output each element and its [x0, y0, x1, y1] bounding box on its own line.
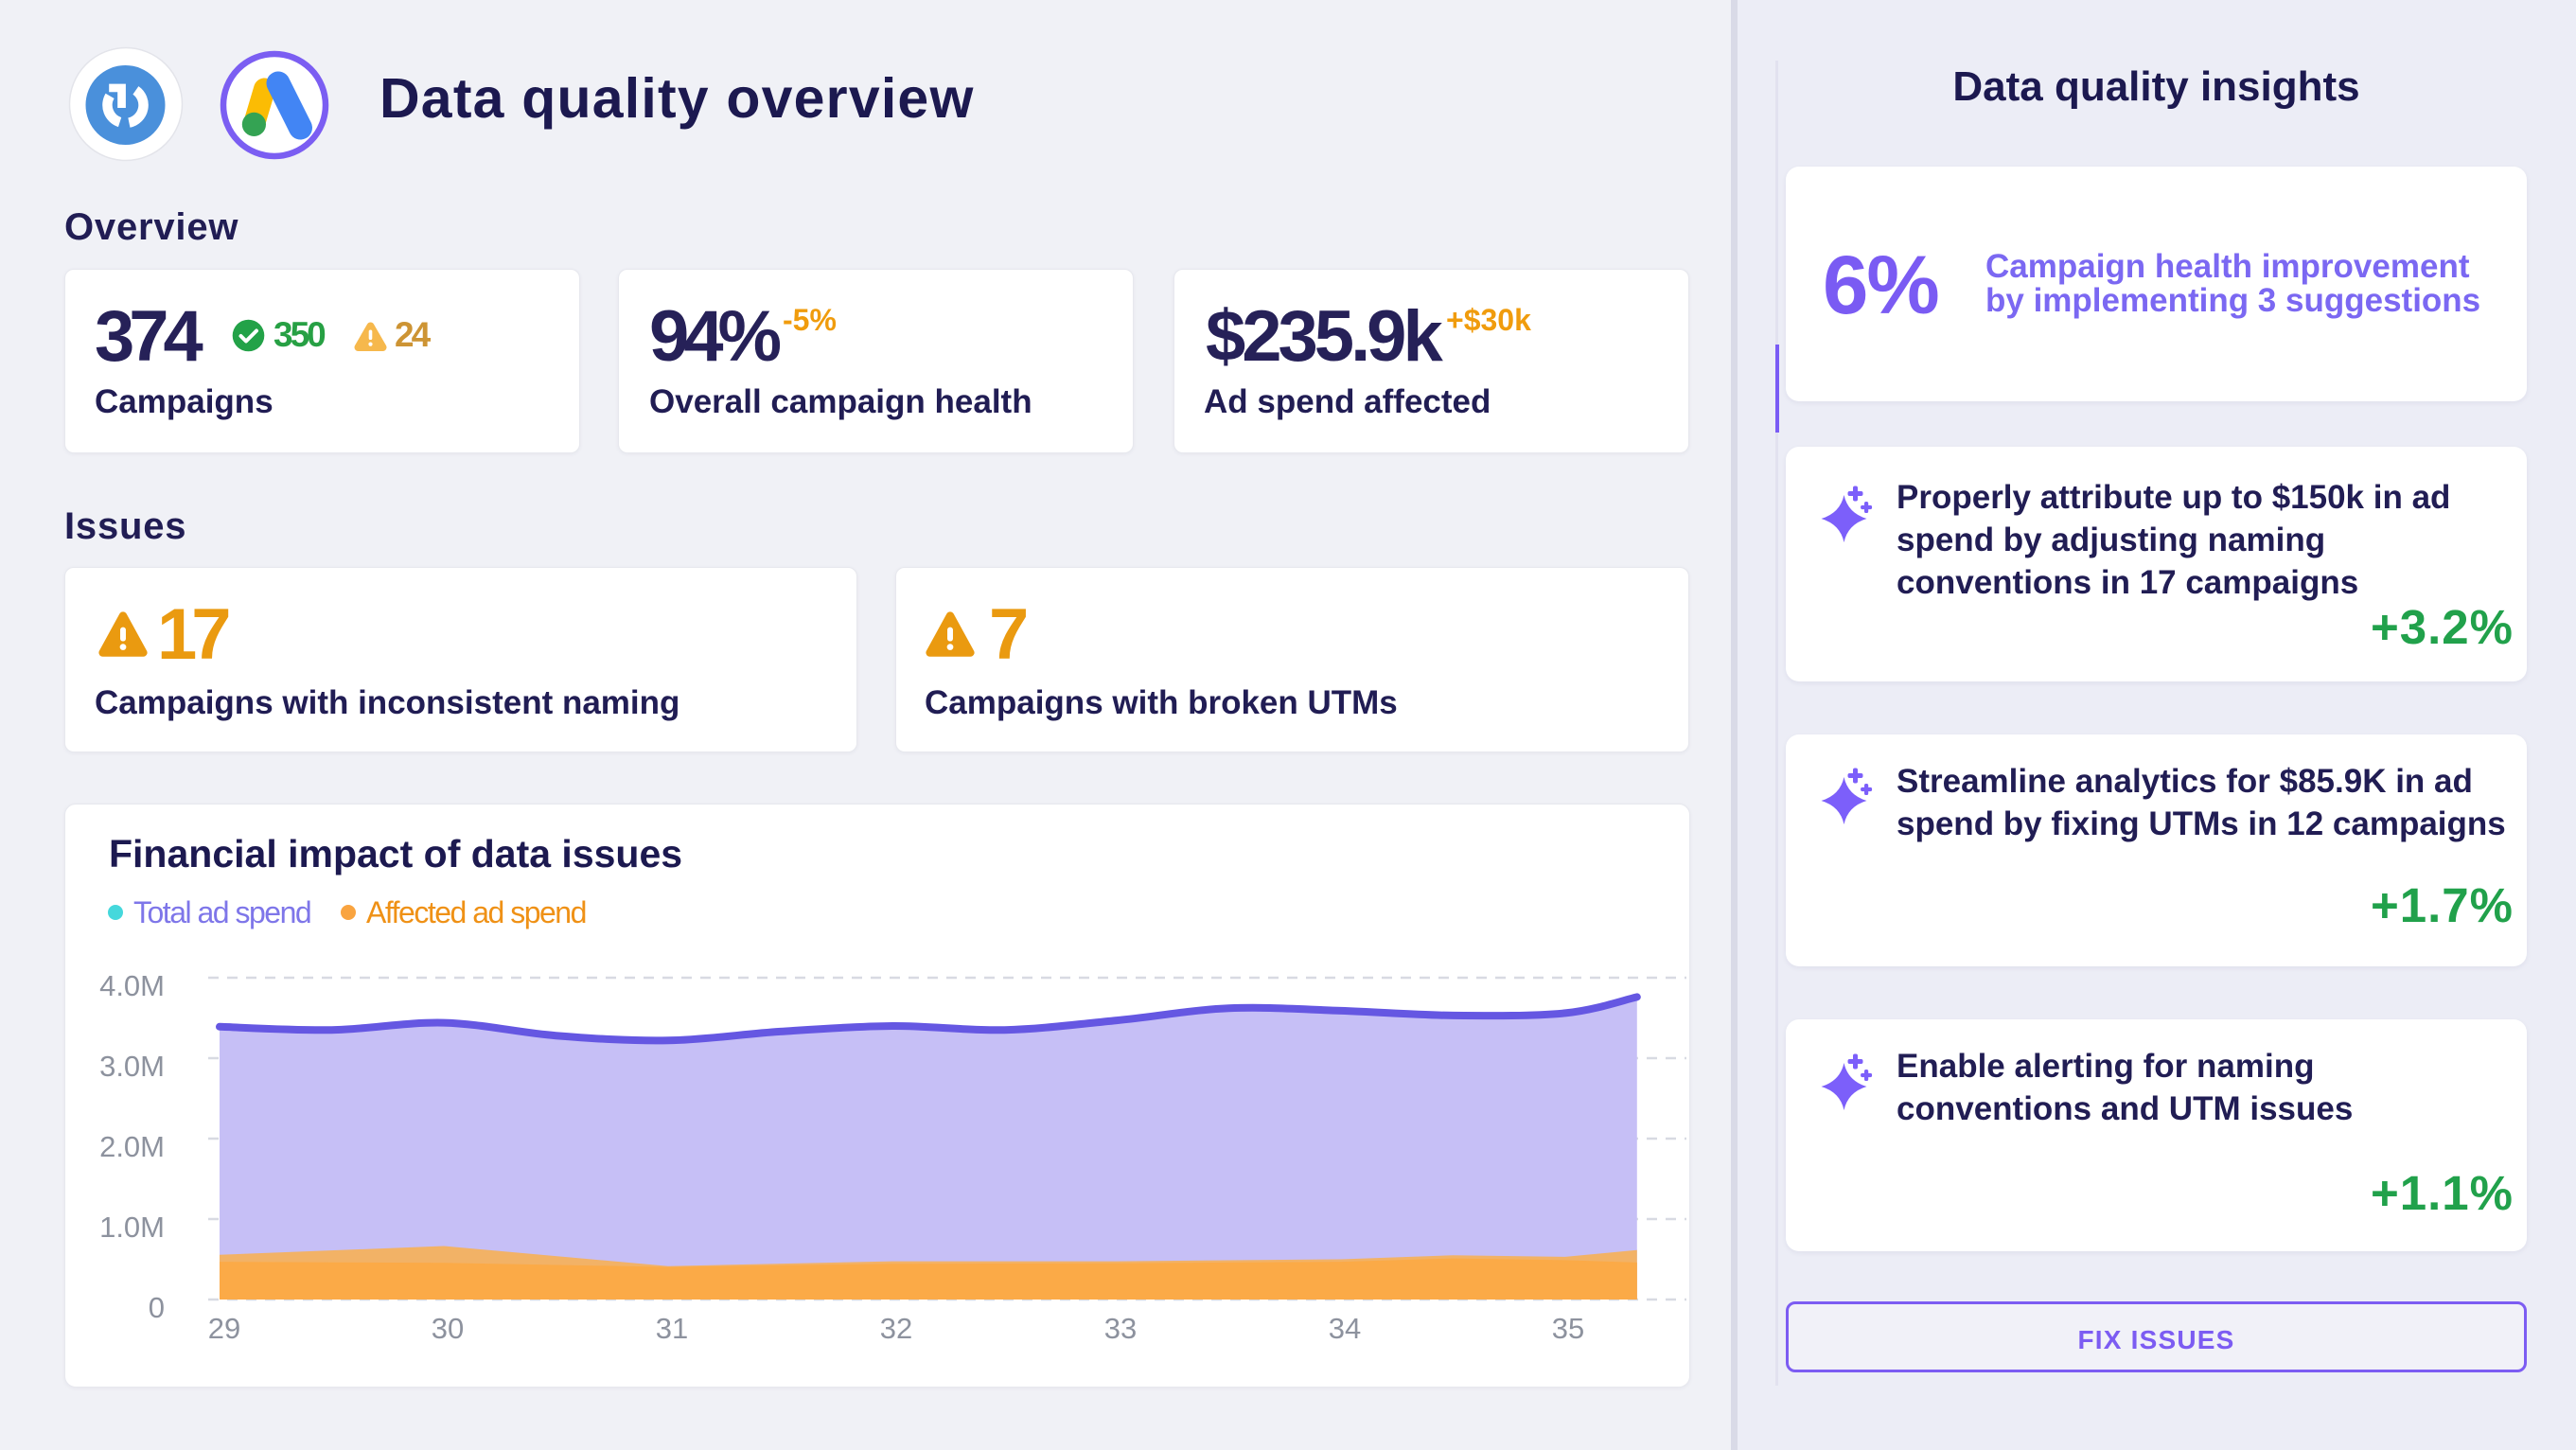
- svg-text:32: 32: [880, 1312, 912, 1345]
- svg-text:1.0M: 1.0M: [99, 1211, 165, 1244]
- svg-text:29: 29: [208, 1312, 240, 1345]
- svg-text:30: 30: [432, 1312, 464, 1345]
- svg-text:31: 31: [656, 1312, 688, 1345]
- svg-text:35: 35: [1552, 1312, 1584, 1345]
- svg-text:4.0M: 4.0M: [99, 969, 165, 1002]
- svg-text:33: 33: [1104, 1312, 1137, 1345]
- svg-text:3.0M: 3.0M: [99, 1050, 165, 1083]
- svg-text:0: 0: [149, 1291, 165, 1324]
- svg-text:2.0M: 2.0M: [99, 1130, 165, 1163]
- svg-text:34: 34: [1329, 1312, 1361, 1345]
